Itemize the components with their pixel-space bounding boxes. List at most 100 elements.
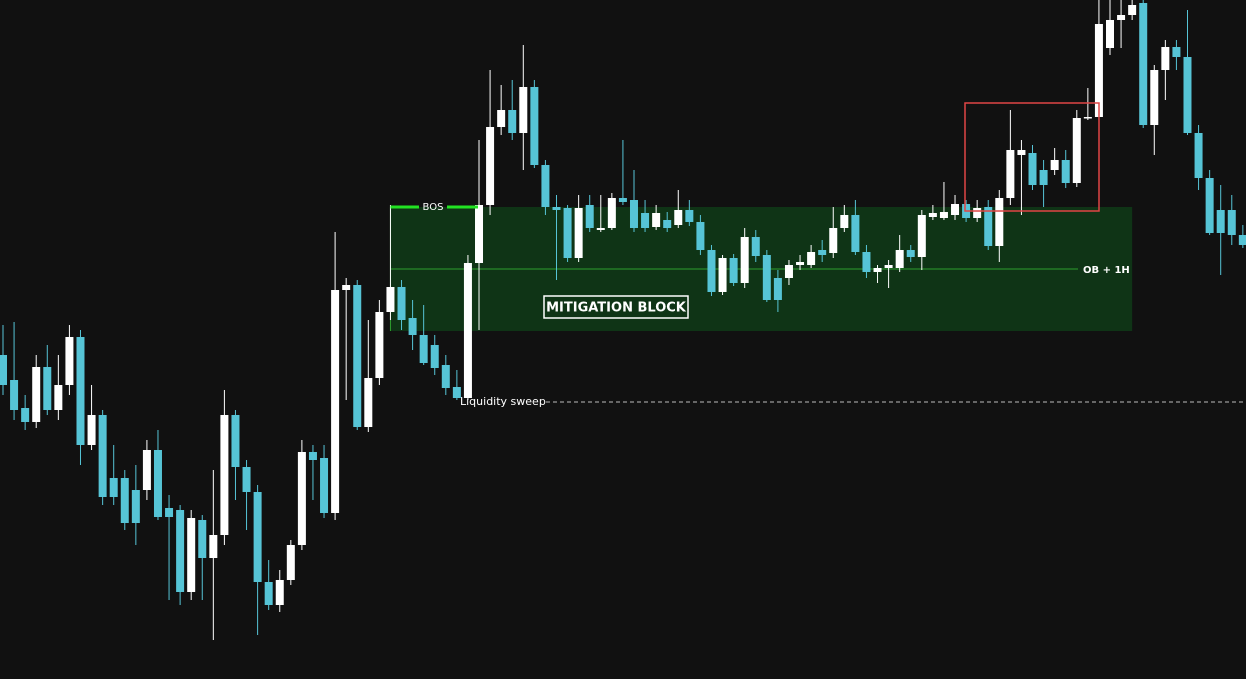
liquidity-label: Liquidity sweep [460,395,546,408]
candle-body [596,228,605,230]
candle-body [165,508,174,517]
candle-body [729,258,738,283]
candle-body [32,367,41,422]
candle-body [342,285,351,290]
candle-body [153,450,162,517]
candle-body [906,250,915,257]
candle-body [120,478,129,523]
candle-body [641,213,650,228]
candle-body [220,415,229,535]
candle-body [652,213,661,227]
candle-body [773,278,782,300]
candle-body [840,215,849,228]
candle-body [320,458,329,513]
candle-body [1006,150,1015,198]
candle-body [796,262,805,265]
candle-body [696,222,705,250]
candle-body [928,213,937,217]
candle-body [618,198,627,202]
candle-body [1172,47,1181,57]
candle-body [87,415,96,445]
candle-body [607,198,616,228]
candle-body [408,318,417,335]
zone-label: MITIGATION BLOCK [546,301,687,316]
candle-body [1106,20,1114,48]
candle-body [43,367,52,410]
candle-body [1083,117,1092,119]
zone-label-box [543,295,689,319]
candle-body [397,287,406,320]
candle-body [751,237,760,256]
candle-body [807,252,816,265]
candle-body [508,110,517,133]
bos-label: BOS [423,202,444,213]
candle-body [497,110,506,127]
ob-label: OB + 1H [1083,265,1130,276]
candle-body [674,210,683,225]
candle-body [486,127,495,205]
candle-body [1128,5,1137,15]
candle-body [98,415,107,497]
candle-body [818,250,827,255]
candle-body [1150,70,1159,125]
candle-body [1017,150,1026,155]
candle-body [519,87,528,133]
candle-body [541,165,550,207]
candle-body [1139,3,1148,125]
candle-body [884,265,893,268]
candle-body [364,378,373,427]
candle-body [0,355,7,385]
candle-body [331,290,340,513]
candle-body [308,452,317,460]
candle-body [441,365,450,388]
candle-body [176,510,185,592]
candle-body [109,478,118,497]
candle-body [663,220,672,228]
candle-body [574,208,583,258]
candle-body [253,492,262,582]
candle-body [1227,210,1236,235]
candle-body [1094,24,1103,117]
candle-body [563,208,572,258]
candle-body [242,467,251,492]
candle-body [1238,235,1246,245]
candle-body [873,268,882,272]
candle-body [1072,118,1081,183]
candle-body [995,198,1004,246]
candle-body [187,518,196,592]
candle-body [1028,153,1037,185]
candle-body [895,250,904,268]
candle-body [10,380,19,410]
candle-body [685,210,694,222]
candle-body [209,535,218,558]
candle-body [65,337,74,385]
candle-body [76,337,85,445]
candle-body [1194,133,1203,178]
candle-body [475,205,484,263]
candle-body [353,285,362,427]
candle-body [231,415,240,467]
candle-body [463,263,472,398]
candle-body [829,228,838,253]
candle-body [973,208,982,218]
candle-body [530,87,539,165]
candle-body [198,520,207,558]
candle-body [419,335,428,363]
candle-body [1039,170,1048,185]
candle-body [1161,47,1170,70]
candle-body [430,345,439,368]
candle-body [862,252,871,272]
candle-body [286,545,295,580]
candle-body [762,255,771,300]
candle-body [718,258,727,292]
candle-body [784,265,793,278]
candle-body [1183,57,1192,133]
candle-body [297,452,306,545]
candle-body [264,582,273,605]
candle-body [1061,160,1070,183]
candle-body [21,408,30,422]
candle-body [707,250,716,292]
candle-body [984,207,993,246]
candle-body [1117,15,1126,20]
